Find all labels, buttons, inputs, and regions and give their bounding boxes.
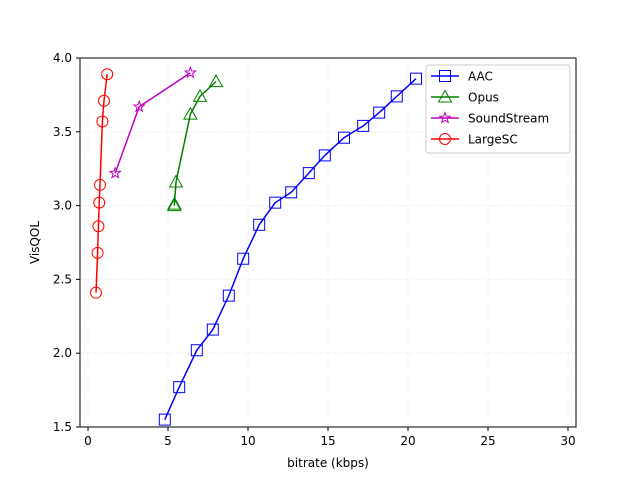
data-point-aac: [338, 131, 350, 144]
x-tick-label: 30: [560, 434, 575, 448]
data-point-aac: [318, 149, 331, 162]
series-line-largesc: [95, 74, 108, 293]
data-point-opus: [183, 106, 198, 120]
legend: AAC Opus SoundStream LargeSC: [425, 64, 571, 154]
y-tick-label: 3.5: [53, 125, 72, 139]
series-soundstream: [108, 65, 197, 179]
data-point-largesc: [98, 94, 110, 107]
data-point-aac: [285, 186, 298, 199]
data-point-soundstream: [108, 166, 122, 179]
data-point-soundstream: [183, 65, 197, 79]
data-point-aac: [253, 218, 266, 231]
legend-marker-aac: [439, 70, 451, 82]
x-tick-label: 25: [480, 434, 495, 448]
legend-label-largesc: LargeSC: [468, 133, 518, 147]
series-aac: [158, 72, 422, 426]
data-point-opus: [168, 174, 184, 188]
x-tick-label: 5: [164, 434, 172, 448]
x-tick-label: 10: [240, 434, 255, 448]
data-point-aac: [302, 167, 315, 180]
data-point-aac: [269, 196, 282, 209]
y-tick-label: 2.0: [53, 346, 72, 360]
data-point-largesc: [96, 115, 109, 128]
data-point-largesc: [91, 246, 104, 259]
legend-label-aac: AAC: [468, 70, 493, 84]
legend-label-soundstream: SoundStream: [468, 112, 549, 126]
data-point-opus: [192, 88, 208, 102]
y-axis-label: VisQOL: [28, 221, 42, 264]
x-tick-label: 20: [400, 434, 415, 448]
data-point-largesc: [93, 196, 106, 209]
x-tick-label: 0: [84, 434, 92, 448]
legend-box: [425, 64, 571, 154]
legend-marker-opus: [437, 89, 453, 103]
data-point-aac: [357, 119, 370, 132]
data-point-aac: [222, 289, 235, 302]
x-axis-label: bitrate (kbps): [287, 456, 369, 470]
y-tick-label: 3.0: [53, 199, 72, 213]
legend-marker-soundstream: [438, 111, 452, 124]
series-layer: [90, 65, 422, 426]
data-point-aac: [373, 106, 386, 119]
data-point-opus: [208, 74, 224, 88]
tick-layer: 0 5 10 15 20 25 30 1.5 2.0 2.5 3.0 3.5 4.0: [53, 51, 576, 448]
data-point-largesc: [90, 286, 102, 299]
data-point-aac: [237, 252, 250, 265]
series-largesc: [90, 68, 114, 299]
data-point-aac: [206, 323, 219, 336]
y-tick-label: 4.0: [53, 51, 72, 65]
data-point-largesc: [92, 220, 105, 233]
data-point-largesc: [101, 68, 114, 81]
data-point-aac: [158, 413, 171, 426]
data-point-aac: [390, 90, 403, 103]
series-line-soundstream: [114, 72, 191, 174]
x-tick-label: 15: [320, 434, 335, 448]
data-point-soundstream: [132, 99, 146, 113]
series-line-aac: [164, 78, 417, 420]
data-point-aac: [190, 344, 203, 357]
legend-label-opus: Opus: [468, 91, 499, 105]
data-point-aac: [410, 72, 422, 85]
data-point-largesc: [94, 178, 106, 191]
data-point-aac: [173, 381, 186, 394]
y-tick-label: 2.5: [53, 272, 72, 286]
data-point-opus: [167, 196, 182, 210]
series-opus: [167, 74, 224, 212]
legend-marker-largesc: [439, 133, 451, 145]
y-tick-label: 1.5: [53, 420, 72, 434]
data-point-opus: [167, 198, 182, 212]
